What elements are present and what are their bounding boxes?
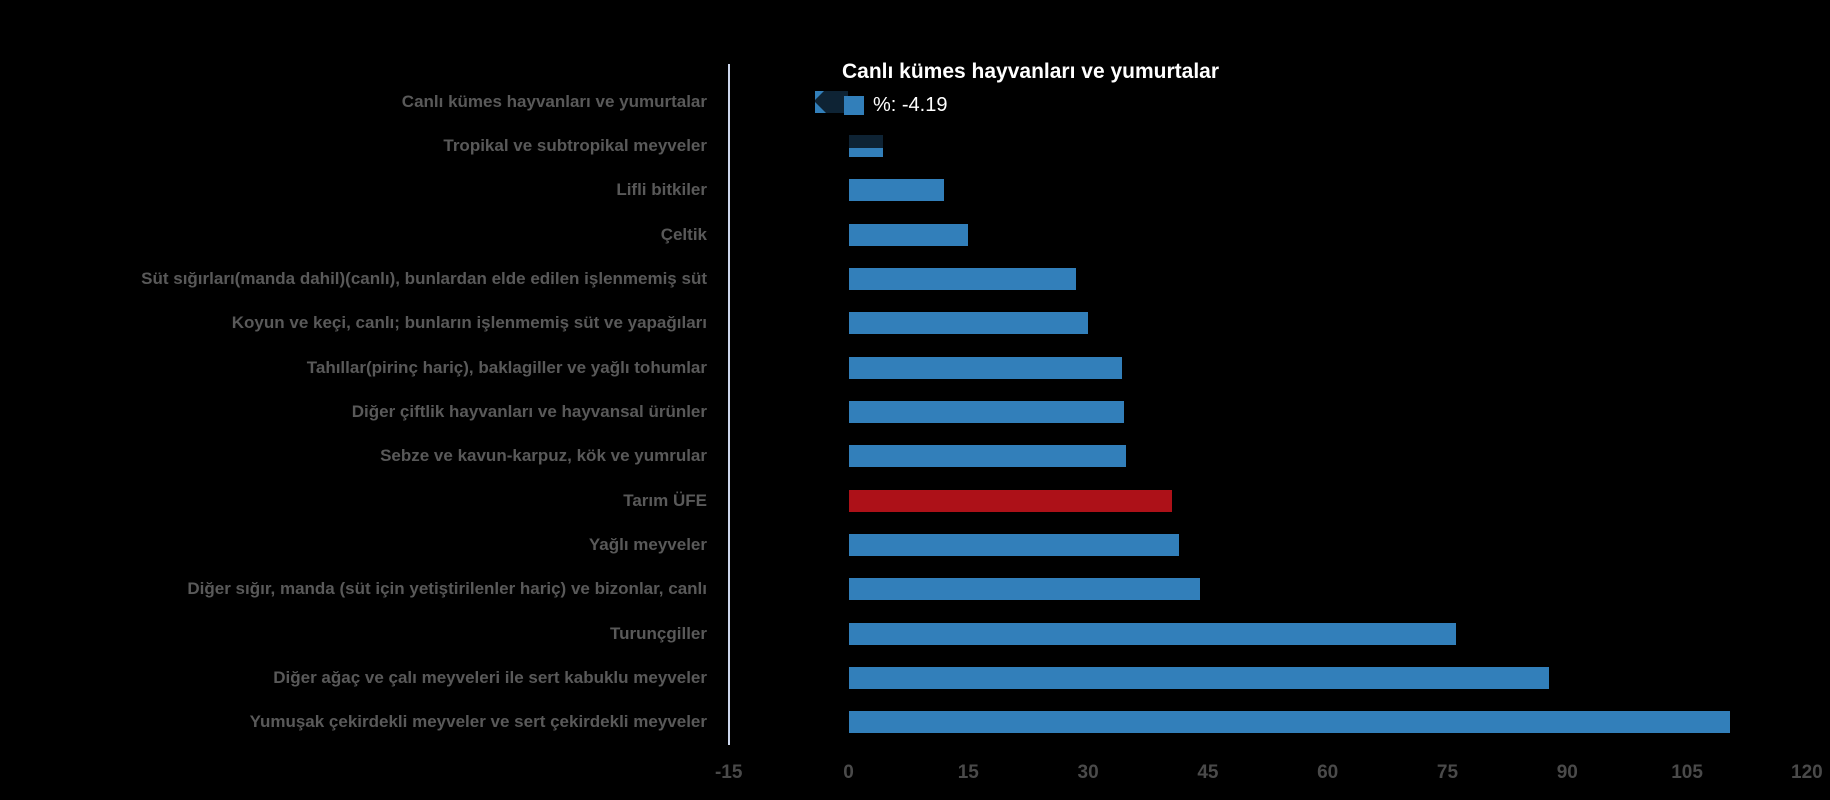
chart-bar[interactable] <box>848 445 1127 468</box>
x-tick-label: 75 <box>1436 762 1459 783</box>
category-label: Süt sığırları(manda dahil)(canlı), bunla… <box>141 269 707 289</box>
x-tick-label: 105 <box>1671 762 1703 783</box>
chart-bar[interactable] <box>848 223 969 246</box>
category-label: Tarım ÜFE <box>623 490 707 510</box>
category-label: Canlı kümes hayvanları ve yumurtalar <box>401 91 707 111</box>
x-tick-label: 45 <box>1197 762 1219 783</box>
x-tick-label: 60 <box>1317 762 1339 783</box>
chart-bar[interactable] <box>848 534 1180 557</box>
category-label: Tahıllar(pirinç hariç), baklagiller ve y… <box>306 357 707 377</box>
category-label: Diğer ağaç ve çalı meyveleri ile sert ka… <box>273 668 707 688</box>
chart-bar[interactable] <box>848 578 1200 601</box>
chart-bar[interactable] <box>848 356 1122 379</box>
chart-bar[interactable] <box>848 401 1125 424</box>
category-axis-line <box>727 64 731 745</box>
chart-bar-highlight[interactable] <box>848 489 1172 512</box>
chart-bar[interactable] <box>848 312 1089 335</box>
category-label: Diğer çiftlik hayvanları ve hayvansal ür… <box>351 402 707 422</box>
chart-bar[interactable] <box>848 667 1549 690</box>
x-tick-label: 0 <box>843 762 854 783</box>
category-label: Tropikal ve subtropikal meyveler <box>443 136 707 156</box>
category-label: Çeltik <box>660 224 707 244</box>
tooltip-value-row: %: -4.19 <box>844 94 1293 117</box>
tooltip-title: Canlı kümes hayvanları ve yumurtalar <box>842 60 1220 83</box>
x-tick-label: 120 <box>1791 762 1823 783</box>
category-label: Sebze ve kavun-karpuz, kök ve yumrular <box>380 446 707 466</box>
x-tick-label: -15 <box>714 762 743 783</box>
category-label: Yumuşak çekirdekli meyveler ve sert çeki… <box>249 712 707 732</box>
category-label: Yağlı meyveler <box>588 535 707 555</box>
tooltip-callout-arrow <box>814 88 827 114</box>
category-label: Lifli bitkiler <box>616 180 707 200</box>
chart-bar[interactable] <box>848 179 944 202</box>
category-label: Koyun ve keçi, canlı; bunların işlenmemi… <box>231 313 707 333</box>
chart-tooltip: Canlı kümes hayvanları ve yumurtalar %: … <box>814 52 1293 148</box>
chart-bar[interactable] <box>848 622 1457 645</box>
category-label: Diğer sığır, manda (süt için yetiştirile… <box>187 579 707 599</box>
tooltip-series-swatch <box>844 96 864 115</box>
x-tick-label: 90 <box>1556 762 1578 783</box>
x-tick-label: 30 <box>1077 762 1099 783</box>
tooltip-value: %: -4.19 <box>873 94 948 116</box>
x-tick-label: 15 <box>957 762 979 783</box>
chart-bar[interactable] <box>848 711 1731 734</box>
category-label: Turunçgiller <box>610 623 707 643</box>
chart-bar[interactable] <box>848 268 1077 291</box>
